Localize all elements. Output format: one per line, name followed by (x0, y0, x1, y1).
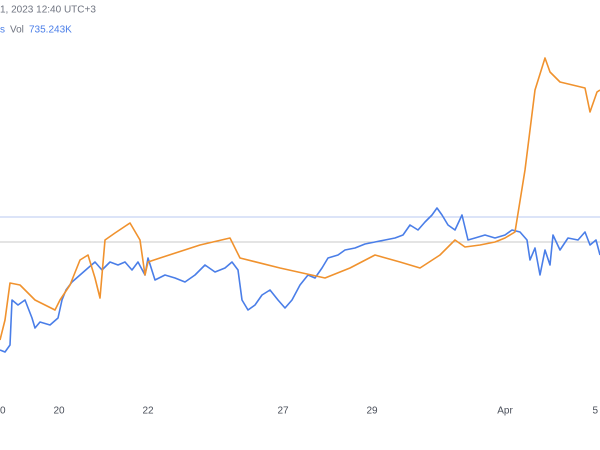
x-tick-label: 27 (277, 406, 289, 417)
x-tick-label: 0 (0, 406, 6, 417)
series-tag: s (0, 25, 5, 36)
vol-value: 735.243K (29, 25, 72, 36)
series-line (0, 57, 600, 341)
x-tick-label: 20 (53, 406, 65, 417)
x-tick-label: 29 (366, 406, 378, 417)
series-line (0, 207, 600, 353)
time-label: 1, 2023 12:40 UTC+3 (0, 5, 96, 16)
x-tick-label: 22 (142, 406, 154, 417)
vol-label: Vol (10, 25, 24, 36)
x-tick-label: 5 (592, 406, 598, 417)
x-tick-label: Apr (497, 406, 513, 417)
